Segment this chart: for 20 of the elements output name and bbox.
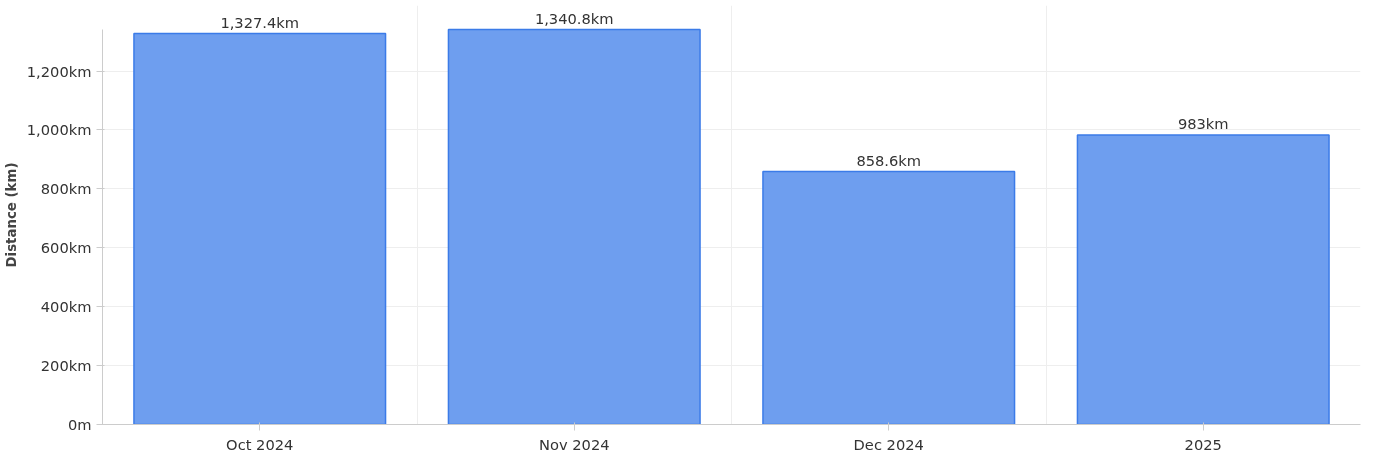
x-tick-label: Dec 2024 — [853, 435, 924, 453]
bar — [133, 32, 387, 425]
x-tick-label: 2025 — [1184, 435, 1222, 453]
data-label: 1,340.8km — [534, 9, 614, 27]
data-label: 858.6km — [856, 151, 922, 169]
x-tick-label: Nov 2024 — [538, 435, 610, 453]
y-tick-label: 800km — [40, 180, 92, 198]
bar — [762, 170, 1016, 425]
y-tick-label: 600km — [40, 239, 92, 257]
y-axis-title: Distance (km) — [3, 162, 19, 268]
data-label: 983km — [1177, 114, 1229, 132]
y-tick-label: 0m — [67, 416, 92, 433]
y-tick-label: 1,000km — [26, 121, 92, 139]
y-tick-label: 200km — [40, 357, 92, 375]
data-label: 1,327.4km — [220, 13, 300, 31]
bar — [1076, 134, 1330, 425]
bar — [447, 28, 701, 425]
y-tick-label: 1,200km — [26, 62, 92, 80]
y-tick-label: 400km — [40, 298, 92, 316]
x-tick-label: Oct 2024 — [226, 435, 294, 453]
